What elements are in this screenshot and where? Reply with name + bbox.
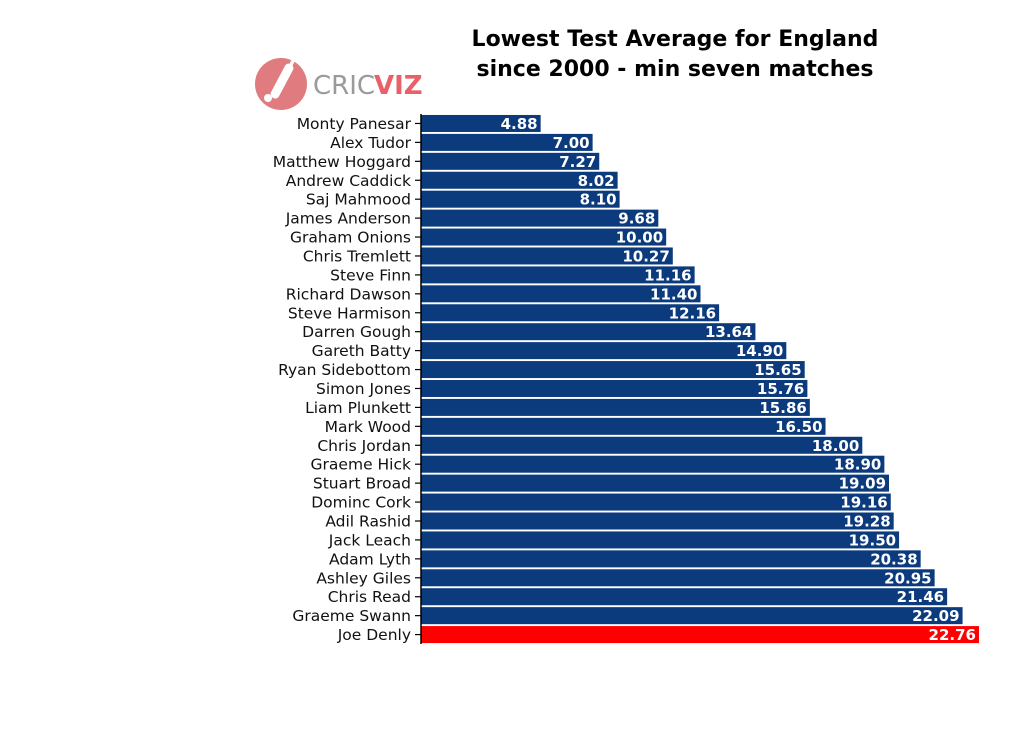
value-label: 16.50 bbox=[775, 418, 822, 436]
category-label: Chris Read bbox=[328, 588, 411, 606]
value-label: 19.09 bbox=[839, 475, 886, 493]
category-label: Steve Finn bbox=[330, 266, 411, 284]
value-label: 13.64 bbox=[705, 323, 752, 341]
value-label: 15.86 bbox=[759, 399, 806, 417]
value-label: 9.68 bbox=[618, 210, 655, 228]
value-label: 20.38 bbox=[870, 550, 917, 568]
value-label: 7.00 bbox=[553, 134, 590, 152]
bar bbox=[421, 569, 935, 587]
bar bbox=[421, 152, 600, 170]
category-label: Saj Mahmood bbox=[306, 191, 411, 209]
bar bbox=[421, 133, 593, 151]
value-label: 8.10 bbox=[580, 191, 617, 209]
bar bbox=[421, 493, 891, 511]
category-label: Mark Wood bbox=[325, 418, 411, 436]
category-label: Ashley Giles bbox=[316, 569, 411, 587]
value-label: 22.09 bbox=[912, 607, 959, 625]
value-label: 10.00 bbox=[616, 229, 663, 247]
value-label: 14.90 bbox=[736, 342, 783, 360]
bar bbox=[421, 588, 948, 606]
bar bbox=[421, 285, 701, 303]
cricviz-logo: CRIC VIZ bbox=[255, 58, 423, 110]
value-label: 22.76 bbox=[929, 626, 976, 644]
category-label: Chris Jordan bbox=[317, 437, 411, 455]
value-label: 15.65 bbox=[754, 361, 801, 379]
category-label: Graeme Hick bbox=[311, 456, 411, 474]
y-axis-ticks-group bbox=[415, 122, 421, 636]
category-label: Matthew Hoggard bbox=[273, 153, 411, 171]
logo-text-cric: CRIC bbox=[313, 71, 375, 101]
value-label: 10.27 bbox=[622, 247, 669, 265]
bar bbox=[421, 398, 810, 416]
bar bbox=[421, 228, 667, 246]
category-label: Graham Onions bbox=[290, 229, 411, 247]
category-label: Darren Gough bbox=[302, 323, 411, 341]
bar bbox=[421, 114, 541, 132]
bar bbox=[421, 512, 894, 530]
category-label: Joe Denly bbox=[337, 626, 411, 644]
bar bbox=[421, 607, 963, 625]
bar bbox=[421, 361, 805, 379]
value-label: 19.28 bbox=[843, 513, 890, 531]
category-label: Graeme Swann bbox=[292, 607, 411, 625]
category-label: Gareth Batty bbox=[312, 342, 411, 360]
category-label: Richard Dawson bbox=[286, 285, 411, 303]
value-label: 11.16 bbox=[644, 266, 691, 284]
bar bbox=[421, 323, 756, 341]
bar bbox=[421, 266, 695, 284]
value-label: 11.40 bbox=[650, 285, 697, 303]
logo-text-viz: VIZ bbox=[374, 71, 423, 101]
category-label: Adil Rashid bbox=[325, 513, 411, 531]
category-label: Chris Tremlett bbox=[303, 247, 411, 265]
value-label: 21.46 bbox=[897, 588, 944, 606]
value-label: 19.50 bbox=[849, 531, 896, 549]
category-label: Alex Tudor bbox=[330, 134, 412, 152]
bar bbox=[421, 342, 787, 360]
bar bbox=[421, 550, 921, 568]
value-labels-group: 4.887.007.278.028.109.6810.0010.2711.161… bbox=[501, 115, 976, 644]
value-label: 12.16 bbox=[669, 304, 716, 322]
bar bbox=[421, 304, 720, 322]
value-label: 19.16 bbox=[840, 494, 887, 512]
bar bbox=[421, 209, 659, 227]
category-label: Stuart Broad bbox=[313, 475, 411, 493]
category-label: Simon Jones bbox=[316, 380, 411, 398]
bar bbox=[421, 247, 673, 265]
bar bbox=[421, 626, 979, 644]
cricket-bat-ball-icon bbox=[255, 58, 307, 110]
chart-title-line-1: Lowest Test Average for England bbox=[471, 27, 879, 52]
category-label: Jack Leach bbox=[328, 531, 411, 549]
chart-title-line-2: since 2000 - min seven matches bbox=[476, 57, 874, 82]
bar bbox=[421, 379, 808, 397]
bar bbox=[421, 455, 885, 473]
category-label: Adam Lyth bbox=[329, 550, 411, 568]
bar bbox=[421, 171, 618, 189]
category-label: Steve Harmison bbox=[288, 304, 411, 322]
value-label: 18.90 bbox=[834, 456, 881, 474]
value-label: 7.27 bbox=[559, 153, 596, 171]
category-label: Monty Panesar bbox=[297, 115, 412, 133]
bar bbox=[421, 417, 826, 435]
bar bbox=[421, 531, 900, 549]
value-label: 8.02 bbox=[578, 172, 615, 190]
bar bbox=[421, 190, 620, 208]
bars-group bbox=[421, 114, 979, 644]
category-label: Andrew Caddick bbox=[286, 172, 411, 190]
bar bbox=[421, 436, 863, 454]
value-label: 4.88 bbox=[501, 115, 538, 133]
value-label: 15.76 bbox=[757, 380, 804, 398]
value-label: 20.95 bbox=[884, 569, 931, 587]
category-label: Liam Plunkett bbox=[305, 399, 411, 417]
bar bbox=[421, 474, 890, 492]
category-label: Ryan Sidebottom bbox=[278, 361, 411, 379]
value-label: 18.00 bbox=[812, 437, 859, 455]
category-label: Dominc Cork bbox=[311, 494, 411, 512]
category-label: James Anderson bbox=[285, 210, 411, 228]
